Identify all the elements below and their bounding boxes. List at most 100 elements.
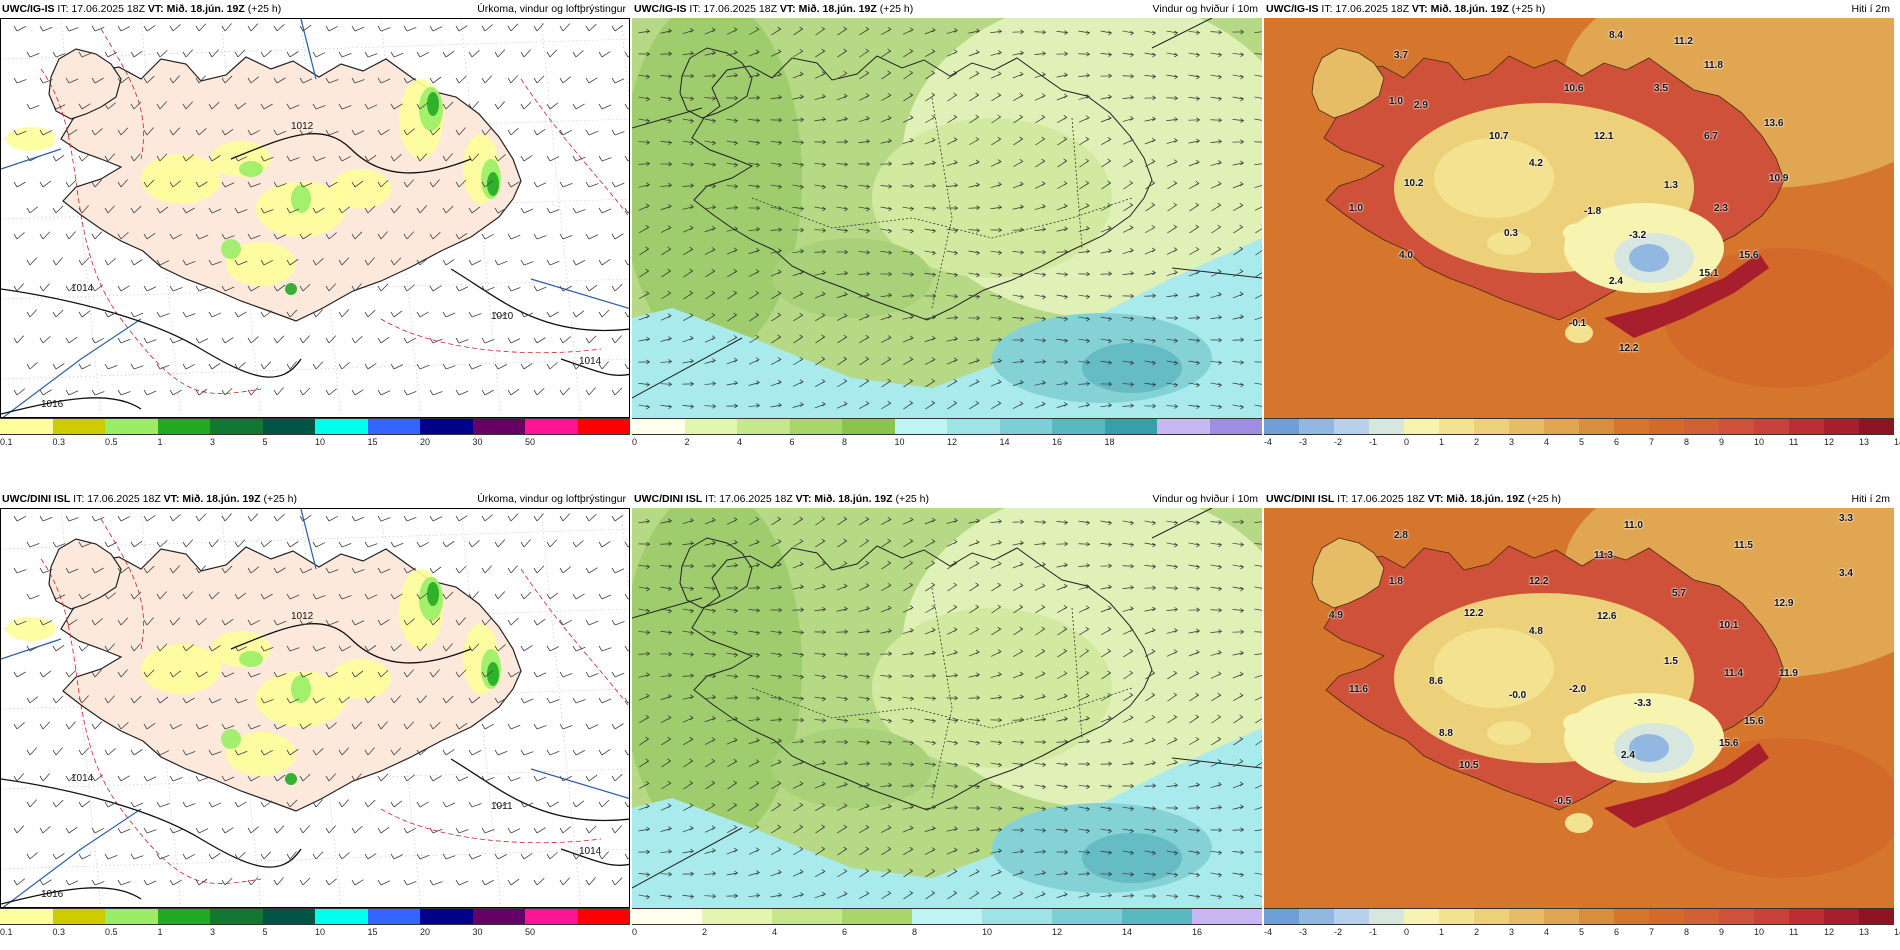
colorbar-swatch — [52, 419, 105, 434]
temperature-label: 6.7 — [1704, 131, 1718, 142]
colorbar-tick-label: 1 — [157, 927, 163, 937]
colorbar-swatch — [262, 909, 315, 924]
temperature-label: 10.9 — [1769, 173, 1789, 184]
colorbar-swatch — [0, 909, 53, 924]
isobar-label: 1012 — [291, 121, 314, 132]
colorbar-tick-label: 1 — [1439, 927, 1445, 937]
temperature-label: 12.2 — [1529, 576, 1549, 587]
forecast-map[interactable]: 1012 1014 1010 1016 1014 — [0, 18, 630, 418]
colorbar-swatch — [1649, 909, 1684, 924]
colorbar-swatch — [262, 419, 315, 434]
colorbar-tick-label: 7 — [1649, 437, 1655, 447]
colorbar-swatch — [632, 909, 702, 924]
temperature-label: 11.3 — [1594, 550, 1613, 561]
colorbar-tick-label: 10 — [315, 927, 326, 937]
temperature-field — [1311, 18, 1894, 388]
colorbar-swatch — [789, 419, 842, 434]
colorbar-tick-label: 10 — [894, 437, 905, 447]
temperature-label: 11.2 — [1674, 36, 1693, 47]
isobar-label: 1011 — [491, 801, 513, 812]
colorbar-swatch — [420, 909, 473, 924]
colorbar-swatch — [367, 909, 420, 924]
init-time: 17.06.2025 18Z — [1351, 493, 1425, 505]
temperature-label: 2.8 — [1394, 530, 1408, 541]
forecast-map[interactable]: 1012 1014 1011 1016 1014 — [0, 508, 630, 908]
colorbar-tick-label: 12 — [1824, 437, 1835, 447]
colorbar-tick-label: 16 — [1052, 437, 1063, 447]
colorbar-swatch — [472, 419, 525, 434]
colorbar-tick-label: 7 — [1649, 927, 1655, 937]
lead-time: (+25 h) — [263, 493, 298, 505]
colorbar-tick-label: 20 — [420, 927, 431, 937]
temperature-label: 5.7 — [1672, 588, 1686, 599]
colorbar-tick-label: 13 — [1859, 927, 1870, 937]
temperature-label: 11.0 — [1624, 520, 1643, 531]
colorbar-tick-label: 3 — [210, 927, 216, 937]
temperature-label: 3.5 — [1654, 83, 1668, 94]
colorbar-swatch — [367, 419, 420, 434]
forecast-map[interactable]: 8.4 11.2 3.7 11.8 1.0 2.9 10.6 3.5 13.6 10.7 12.1 6… — [1264, 18, 1894, 418]
valid-time: Mið. 18.jún. 19Z — [1430, 3, 1509, 15]
colorbar-swatches — [0, 418, 630, 435]
isobar-label: 1014 — [71, 283, 94, 294]
colorbar-swatch — [315, 419, 368, 434]
colorbar-swatch — [577, 419, 630, 434]
colorbar-swatch — [157, 909, 210, 924]
colorbar-legend: 0.1 0.3 0.5 1 3 5 10 15 20 30 50 — [0, 908, 630, 940]
colorbar-labels: -4-3-2-1012345678910111213141516 — [1264, 437, 1900, 449]
lead-time: (+25 h) — [247, 3, 282, 15]
vt-label: VT: — [779, 3, 796, 15]
panel-header: UWC/IG-IS IT: 17.06.2025 18Z VT: Mið. 18… — [1264, 0, 1894, 18]
colorbar-swatch — [525, 419, 578, 434]
valid-time: Mið. 18.jún. 19Z — [182, 493, 261, 505]
temperature-label: 11.6 — [1349, 684, 1368, 695]
colorbar-swatch — [1122, 909, 1192, 924]
panel-header: UWC/DINI ISL IT: 17.06.2025 18Z VT: Mið.… — [1264, 490, 1894, 508]
panel-header: UWC/IG-IS IT: 17.06.2025 18Z VT: Mið. 18… — [632, 0, 1262, 18]
colorbar-tick-label: 10 — [1754, 927, 1765, 937]
colorbar-swatch — [894, 419, 947, 434]
colorbar-tick-label: 14 — [999, 437, 1010, 447]
colorbar-swatches — [632, 418, 1262, 435]
colorbar-tick-label: 0 — [632, 437, 638, 447]
temperature-label: 10.7 — [1489, 131, 1509, 142]
colorbar-tick-label: 5 — [1579, 437, 1585, 447]
temperature-label: -0.1 — [1569, 318, 1587, 329]
colorbar-swatch — [1684, 909, 1719, 924]
forecast-map[interactable] — [632, 508, 1262, 908]
vt-label: VT: — [163, 493, 180, 505]
valid-time: Mið. 18.jún. 19Z — [166, 3, 245, 15]
colorbar-swatch — [632, 419, 685, 434]
temperature-label: 3.3 — [1839, 513, 1853, 524]
isobar-labels: 1012 1014 1011 1016 1014 — [41, 611, 602, 900]
temperature-label: 12.9 — [1774, 598, 1794, 609]
forecast-map[interactable] — [632, 18, 1262, 418]
temperature-label: 1.3 — [1664, 180, 1678, 191]
map-panel-precip: UWC/DINI ISL IT: 17.06.2025 18Z VT: Mið.… — [0, 490, 630, 940]
lead-time: (+25 h) — [1511, 3, 1546, 15]
colorbar-tick-label: 8 — [1684, 437, 1690, 447]
colorbar-swatch — [105, 909, 158, 924]
colorbar-tick-label: 6 — [789, 437, 795, 447]
colorbar-tick-label: 14 — [1122, 927, 1133, 937]
colorbar-swatch — [210, 909, 263, 924]
colorbar-swatch — [1157, 419, 1210, 434]
forecast-map[interactable]: 11.0 3.3 2.8 11.5 1.8 11.3 3.4 12.2 5.7 12.9 4.9 12… — [1264, 508, 1894, 908]
it-label: IT: — [1337, 493, 1349, 505]
map-canvas — [1264, 18, 1894, 418]
colorbar-swatch — [1209, 419, 1262, 434]
colorbar-swatch — [1859, 909, 1894, 924]
colorbar-tick-label: 2 — [1474, 927, 1480, 937]
map-panel-temp: UWC/IG-IS IT: 17.06.2025 18Z VT: Mið. 18… — [1264, 0, 1900, 450]
colorbar-swatch — [1509, 419, 1544, 434]
temperature-label: 13.6 — [1764, 118, 1784, 129]
temperature-label: 10.2 — [1404, 178, 1424, 189]
colorbar-swatch — [842, 419, 895, 434]
temperature-label: 12.2 — [1464, 608, 1484, 619]
colorbar-labels: 0 2 4 6 8 10 12 14 16 18 — [632, 437, 1262, 449]
colorbar-swatch — [1649, 419, 1684, 434]
isobar-labels: 1012 1014 1010 1016 1014 — [41, 121, 602, 410]
colorbar-swatch — [1754, 909, 1789, 924]
temperature-label: 8.4 — [1609, 30, 1623, 41]
map-canvas — [632, 18, 1262, 418]
